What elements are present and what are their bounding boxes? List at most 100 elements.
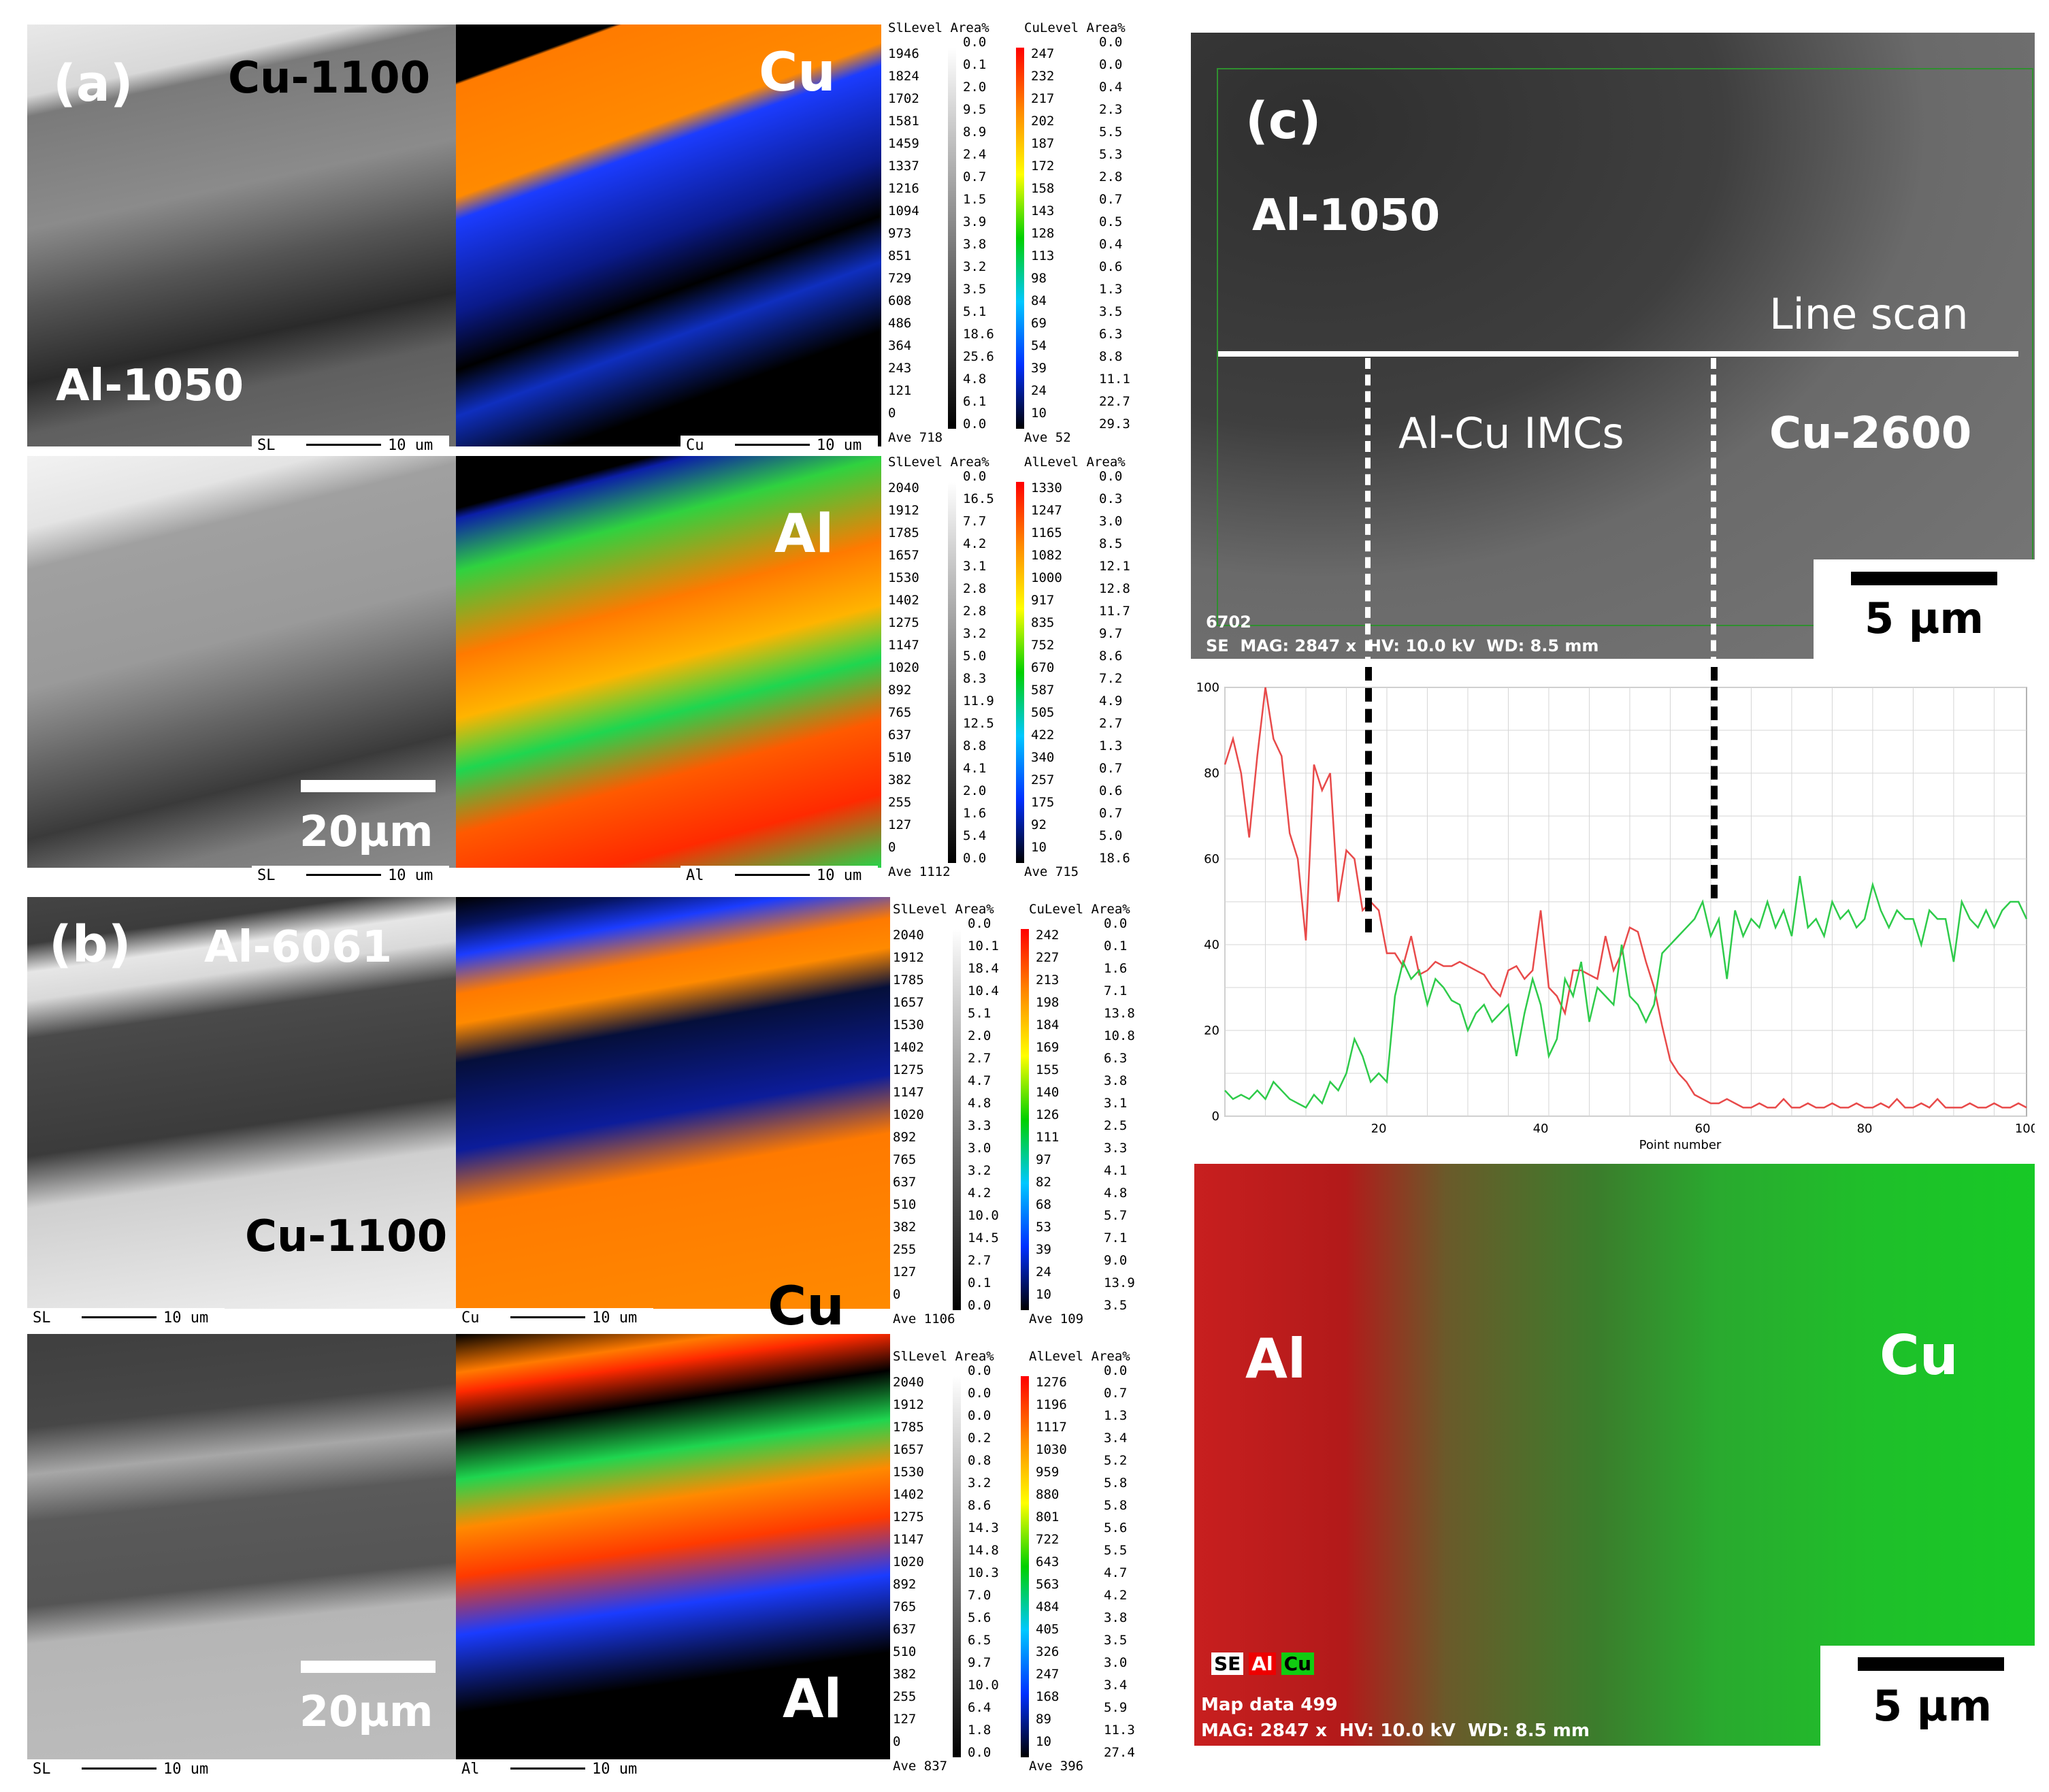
panel-c-cu-label: Cu-2600: [1769, 408, 1972, 459]
legend-level: 1824: [888, 69, 919, 84]
x-tick-label: 100: [2015, 1122, 2035, 1136]
strip-b1-right: 10 um: [163, 1309, 209, 1326]
panel-a-top-label: Cu-1100: [228, 53, 431, 103]
legend-area: 4.8: [963, 372, 987, 387]
legend-level: 1657: [893, 1442, 924, 1457]
legend-level: 69: [1031, 316, 1047, 331]
legend-level: 1785: [888, 525, 919, 540]
legend-area: 12.1: [1099, 559, 1130, 574]
legend-level: 892: [888, 683, 912, 698]
legend-area: 10.3: [968, 1565, 999, 1580]
legend-level: 111: [1036, 1130, 1060, 1145]
legend-area: 0.6: [1099, 259, 1123, 274]
panel-b-strip-1: SL 10 um: [27, 1308, 225, 1326]
legend-area: 2.3: [1099, 102, 1123, 117]
legend-area: 0.4: [1099, 80, 1123, 95]
legend-area: 4.7: [968, 1073, 991, 1088]
strip-b1-left: SL: [33, 1309, 51, 1326]
legend-area: 10.0: [968, 1208, 999, 1223]
legend-level: 1912: [888, 503, 919, 518]
x-tick-label: 60: [1695, 1122, 1711, 1136]
legend-area: 1.5: [963, 192, 987, 207]
map-c-cu-label: Cu: [1880, 1324, 1958, 1387]
legend-area: 5.1: [968, 1006, 991, 1021]
legend-area: 3.2: [968, 1476, 991, 1490]
sem-image-b-bottom: [27, 1334, 456, 1759]
y-tick-label: 100: [1196, 681, 1219, 695]
y-tick-label: 60: [1204, 852, 1219, 866]
legend-level: 1020: [893, 1107, 924, 1122]
legend-area: 0.0: [963, 851, 987, 866]
legend-area: 8.6: [1099, 649, 1123, 664]
legend-levels-2: 1276 1196 1117 1030 959 880 801 722 643 563 484 405…: [1036, 1376, 1067, 1758]
legend-area: 3.3: [1104, 1141, 1128, 1156]
legend-color-bar: [1016, 48, 1024, 429]
legend-area: 18.4: [968, 961, 999, 976]
legend-area: 0.2: [968, 1431, 991, 1446]
legend-area: 2.4: [963, 147, 987, 162]
sem-c-id: 6702: [1206, 613, 1251, 632]
legend-level: 39: [1036, 1242, 1051, 1257]
al-map-b: [456, 1334, 890, 1759]
legend-level: 382: [893, 1220, 917, 1235]
legend-level: 801: [1036, 1510, 1060, 1525]
legend-header-2: CuLevel Area%: [1029, 902, 1130, 917]
legend-area: 5.2: [1104, 1453, 1128, 1468]
legend-area: 6.5: [968, 1633, 991, 1648]
legend-level: 364: [888, 338, 912, 353]
legend-area: 2.0: [963, 783, 987, 798]
legend-ave-2: Ave 52: [1024, 430, 1071, 445]
legend-level: 127: [893, 1265, 917, 1280]
legend-level: 24: [1031, 383, 1047, 398]
legend-area: 0.4: [1099, 237, 1123, 252]
legend-area: 5.1: [963, 304, 987, 319]
legend-level: 729: [888, 271, 912, 286]
legend-level: 637: [888, 728, 912, 743]
legend-area: 16.5: [963, 491, 994, 506]
legend-level: 0: [893, 1734, 901, 1749]
legend-levels-1: 1946 1824 1702 1581 1459 1337 1216 1094 973 851 72…: [888, 48, 919, 429]
legend-area: 4.8: [968, 1096, 991, 1111]
legend-level: 247: [1036, 1667, 1060, 1682]
legend-level: 959: [1036, 1465, 1060, 1480]
strip-b4-left: Al: [461, 1761, 480, 1778]
legend-area-2: 0.0 0.0 0.4 2.3 5.5 5.3 2.8 0.7 0.5 0.4 0.6 1.3 3.5 6…: [1099, 36, 1130, 440]
legend-header-2: CuLevel Area%: [1024, 20, 1126, 35]
legend-area: 2.7: [1099, 716, 1123, 731]
panel-b-strip-4: Al 10 um: [456, 1759, 653, 1778]
legend-level: 1581: [888, 114, 919, 129]
y-tick-label: 0: [1212, 1109, 1219, 1124]
strip-a2-right: 10 um: [817, 437, 862, 454]
legend-level: 1275: [893, 1062, 924, 1077]
legend-area: 3.4: [1104, 1431, 1128, 1446]
legend-ave-1: Ave 718: [888, 430, 943, 445]
legend-level: 84: [1031, 293, 1047, 308]
strip-a2-left: Cu: [686, 437, 704, 454]
legend-level: 382: [893, 1667, 917, 1682]
panel-b-strip-3: SL 10 um: [27, 1759, 225, 1778]
panel-a-strip-3: SL 10 um: [252, 866, 449, 884]
legend-level: 637: [893, 1622, 917, 1637]
panel-a-scale-bar: [301, 780, 436, 792]
legend-area: 5.8: [1104, 1498, 1128, 1513]
legend-level: 1402: [893, 1040, 924, 1055]
legend-area: 1.3: [1099, 738, 1123, 753]
legend-area: 11.1: [1099, 372, 1130, 387]
legend-area: 27.4: [1104, 1745, 1135, 1760]
legend-area: 6.3: [1104, 1051, 1128, 1066]
x-tick-label: 20: [1371, 1122, 1387, 1136]
legend-area: 18.6: [963, 327, 994, 342]
legend-level: 140: [1036, 1085, 1060, 1100]
legend-levels-2: 242 227 213 198 184 169 155 140 126 111 97 82 68 53 39…: [1036, 929, 1059, 1311]
legend-area: 0.0: [1099, 57, 1123, 72]
legend-level: 1657: [888, 548, 919, 563]
legend-area: 5.3: [1099, 147, 1123, 162]
legend-level: 510: [888, 750, 912, 765]
legend-area-2: 0.0 0.7 1.3 3.4 5.2 5.8 5.8 5.6 5.5 4.7 4.2 3.8 3.5 3…: [1104, 1365, 1135, 1769]
panel-a-strip-4: Al 10 um: [681, 866, 878, 884]
panel-a-strip-2: Cu 10 um: [681, 436, 878, 454]
legend-level: 1702: [888, 91, 919, 106]
strip-a1-right: 10 um: [388, 437, 433, 454]
legend-level: 1459: [888, 136, 919, 151]
legend-level: 765: [893, 1599, 917, 1614]
